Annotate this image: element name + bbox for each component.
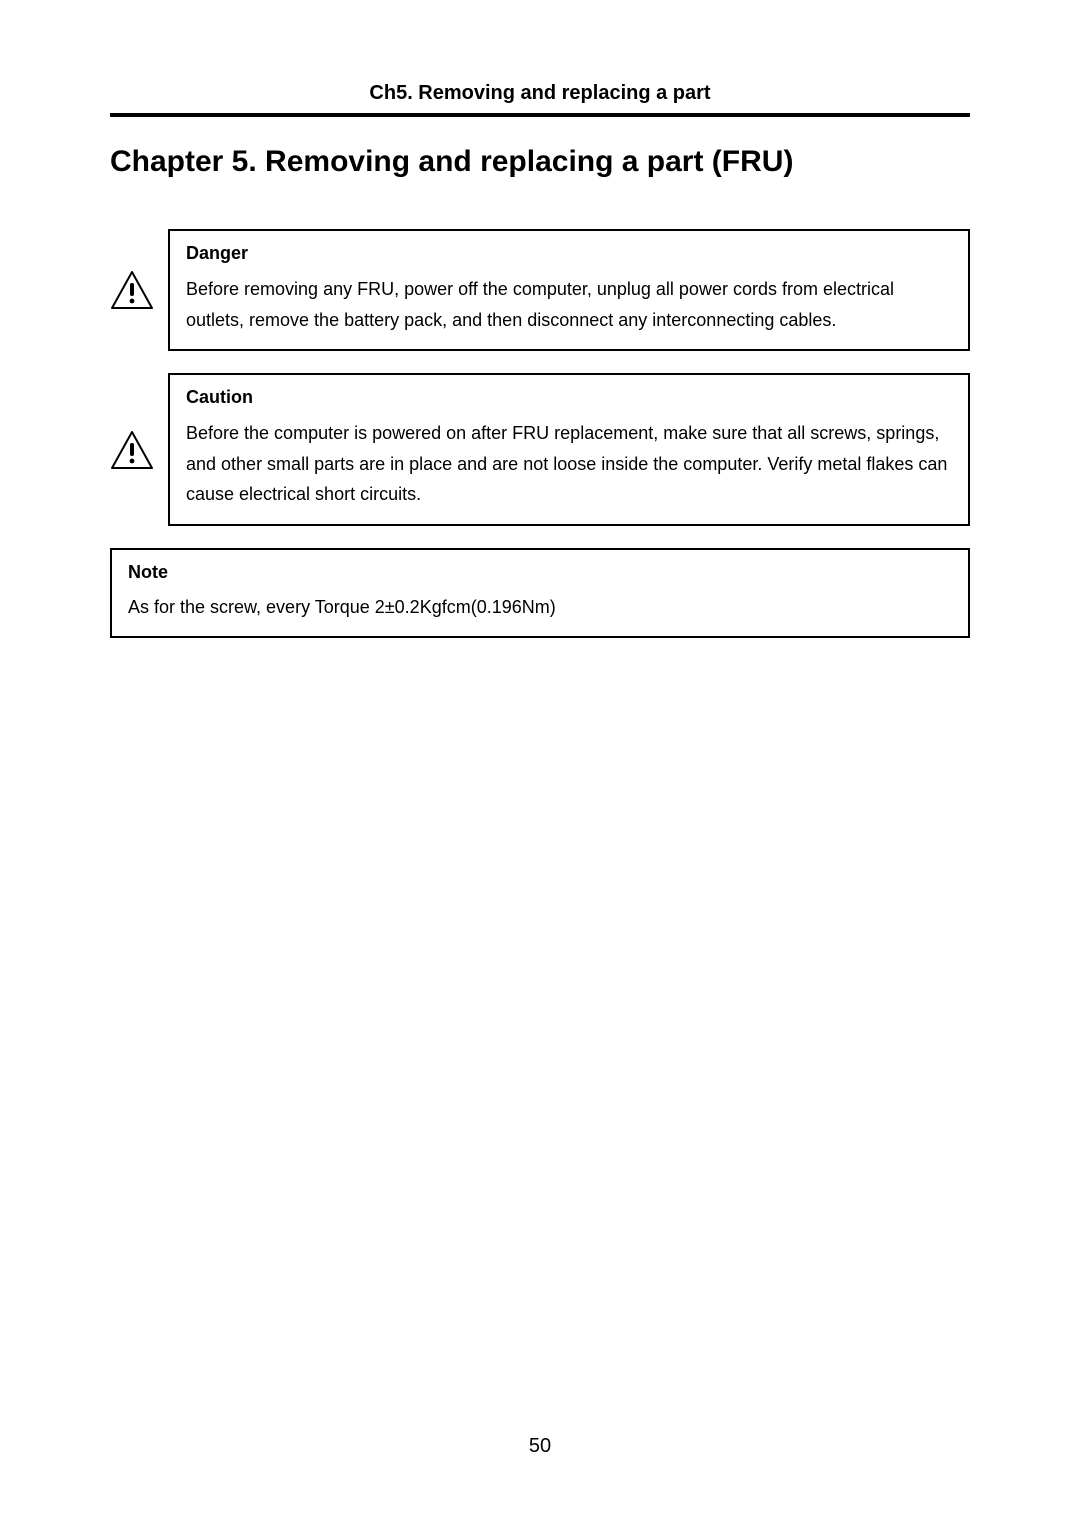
- note-text: As for the screw, every Torque 2±0.2Kgfc…: [128, 593, 952, 622]
- caution-box: Caution Before the computer is powered o…: [168, 373, 970, 526]
- header-rule: [110, 113, 970, 117]
- chapter-title: Chapter 5. Removing and replacing a part…: [110, 145, 970, 179]
- caution-callout: Caution Before the computer is powered o…: [110, 373, 970, 526]
- note-heading: Note: [128, 562, 952, 583]
- caution-heading: Caution: [186, 387, 952, 408]
- running-header: Ch5. Removing and replacing a part: [110, 82, 970, 105]
- danger-box: Danger Before removing any FRU, power of…: [168, 229, 970, 351]
- danger-text: Before removing any FRU, power off the c…: [186, 274, 952, 335]
- danger-heading: Danger: [186, 243, 952, 264]
- note-box: Note As for the screw, every Torque 2±0.…: [110, 548, 970, 638]
- page-number: 50: [0, 1435, 1080, 1458]
- warning-triangle-icon: [110, 270, 154, 310]
- caution-text: Before the computer is powered on after …: [186, 418, 952, 510]
- danger-callout: Danger Before removing any FRU, power of…: [110, 229, 970, 351]
- warning-triangle-icon: [110, 430, 154, 470]
